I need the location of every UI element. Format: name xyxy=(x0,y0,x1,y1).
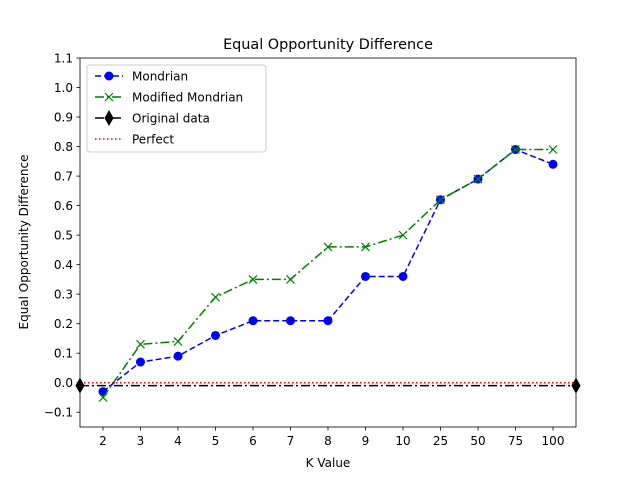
legend-marker-modified-mondrian xyxy=(104,92,114,102)
y-tick-label: 0.2 xyxy=(54,317,73,331)
x-tick-label: 4 xyxy=(174,434,182,448)
x-tick-label: 6 xyxy=(249,434,257,448)
modified-mondrian-point xyxy=(211,292,220,302)
modified-mondrian-point xyxy=(398,230,408,240)
modified-mondrian-point xyxy=(361,242,370,252)
mondrian-point xyxy=(398,271,408,281)
y-tick-label: 1.0 xyxy=(54,81,73,95)
x-tick-label: 75 xyxy=(508,434,523,448)
mondrian-point xyxy=(248,316,258,326)
y-tick-label: 0.1 xyxy=(54,347,73,361)
y-tick-label: 0.7 xyxy=(54,169,73,183)
x-tick-label: 7 xyxy=(287,434,295,448)
modified-mondrian-point xyxy=(173,336,183,346)
modified-mondrian-point xyxy=(248,274,258,284)
mondrian-point xyxy=(211,330,220,340)
y-axis-label: Equal Opportunity Difference xyxy=(17,155,31,330)
legend-marker-original-data xyxy=(104,109,114,127)
legend-label-mondrian: Mondrian xyxy=(132,70,188,84)
series-layer xyxy=(98,145,558,402)
y-tick-label: 0.0 xyxy=(54,376,73,390)
modified-mondrian-point xyxy=(473,174,483,184)
y-axis: −0.1 0.0 0.1 0.2 0.3 0.4 0.5 0.6 0.7 0.8 0.9 1.0 1.1 xyxy=(44,51,80,420)
x-tick-label: 3 xyxy=(137,434,145,448)
mondrian-point xyxy=(361,271,370,281)
legend: Mondrian Modified Mondrian Original data Pe… xyxy=(86,64,267,153)
modified-mondrian-point xyxy=(98,393,108,402)
x-tick-label: 100 xyxy=(542,434,565,448)
x-tick-label: 50 xyxy=(470,434,485,448)
x-tick-label: 8 xyxy=(324,434,332,448)
mondrian-point xyxy=(136,357,145,367)
modified-mondrian-line xyxy=(102,148,553,398)
mondrian-point xyxy=(548,159,558,169)
legend-label-modified-mondrian: Modified Mondrian xyxy=(132,91,243,105)
legend-marker-mondrian xyxy=(104,71,114,81)
y-tick-label: 0.5 xyxy=(54,228,73,242)
mondrian-point xyxy=(173,351,183,361)
modified-mondrian-point xyxy=(511,145,520,154)
reference-lines xyxy=(80,381,576,387)
mondrian-line xyxy=(102,148,554,393)
x-tick-label: 10 xyxy=(395,434,410,448)
x-tick-label: 2 xyxy=(99,434,107,448)
x-tick-label: 25 xyxy=(433,434,448,448)
y-tick-label: 0.8 xyxy=(54,140,73,154)
mondrian-point xyxy=(323,316,333,326)
y-tick-label: 0.4 xyxy=(54,258,73,272)
legend-frame xyxy=(86,64,267,153)
modified-mondrian-point xyxy=(323,242,333,252)
y-tick-label: 1.1 xyxy=(54,51,73,65)
y-tick-label: −0.1 xyxy=(44,406,73,420)
x-tick-label: 9 xyxy=(362,434,370,448)
modified-mondrian-point xyxy=(286,274,295,284)
legend-label-perfect: Perfect xyxy=(132,133,174,147)
modified-mondrian-point xyxy=(136,339,145,349)
y-tick-label: 0.6 xyxy=(54,199,73,213)
legend-label-original-data: Original data xyxy=(132,112,210,126)
x-axis: 2 3 4 5 6 7 8 9 10 25 50 75 100 xyxy=(99,427,564,448)
y-tick-label: 0.3 xyxy=(54,287,73,301)
mondrian-point xyxy=(286,316,295,326)
x-axis-label: K Value xyxy=(306,456,351,470)
modified-mondrian-point xyxy=(436,195,445,205)
modified-mondrian-point xyxy=(548,145,558,154)
x-tick-label: 5 xyxy=(212,434,220,448)
chart-title: Equal Opportunity Difference xyxy=(223,37,433,53)
y-tick-label: 0.9 xyxy=(54,110,73,124)
